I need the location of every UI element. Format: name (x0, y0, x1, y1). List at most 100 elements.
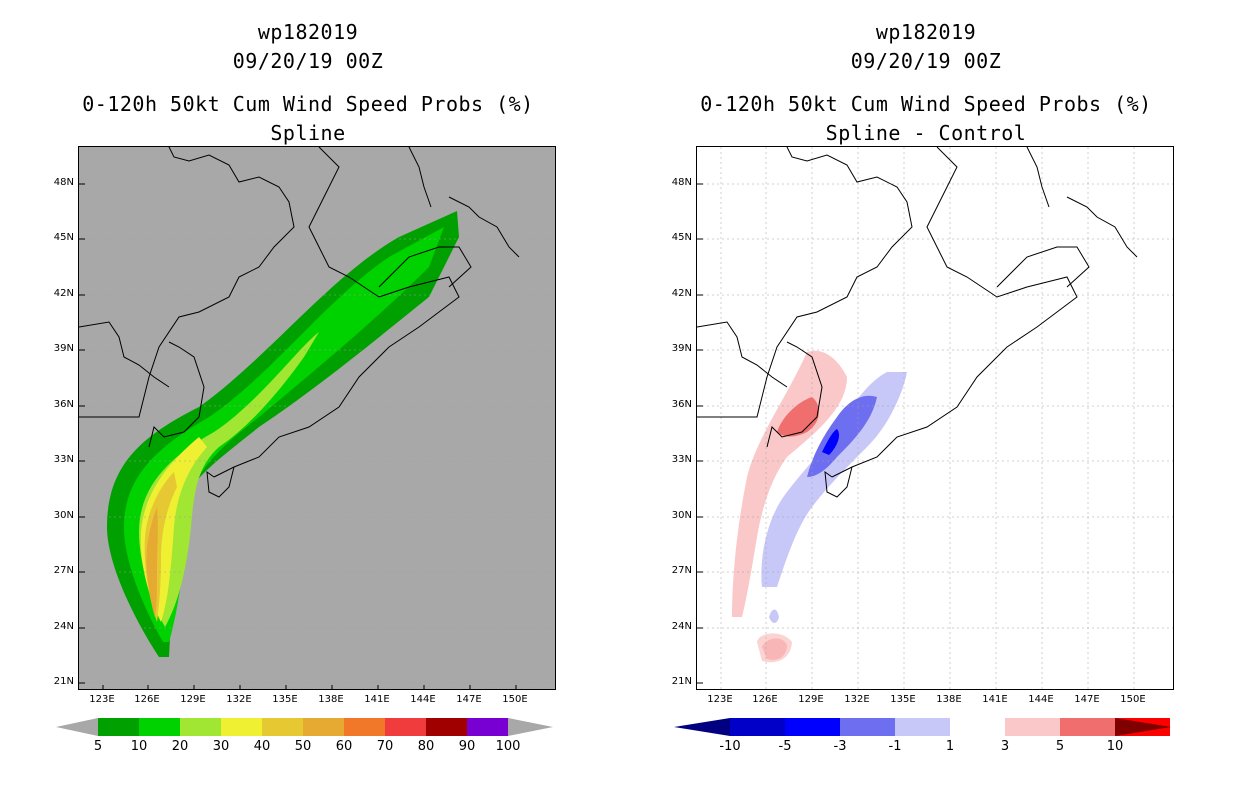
right-cb-label-1: 1 (945, 739, 955, 754)
right-colorbar-box-3 (895, 718, 950, 736)
left-cb-label-50: 50 (294, 739, 312, 754)
left-coastlines (79, 147, 520, 498)
left-cb-label-90: 90 (458, 739, 476, 754)
left-lat-45N: 45N (53, 232, 74, 243)
right-colorbar (674, 718, 1171, 736)
right-cb-label-m5: -5 (778, 739, 792, 754)
left-colorbar-box-0 (98, 718, 139, 736)
right-lon-144E: 144E (1028, 694, 1054, 705)
left-map-panel (78, 146, 556, 690)
left-map-svg (79, 147, 555, 689)
right-colorbar-box-6 (1060, 718, 1115, 736)
left-lon-144E: 144E (410, 694, 436, 705)
right-lat-45N: 45N (671, 232, 692, 243)
right-lon-147E: 147E (1074, 694, 1100, 705)
left-colorbar-box-1 (139, 718, 180, 736)
left-lat-42N: 42N (53, 288, 74, 299)
right-lat-24N: 24N (671, 621, 692, 632)
left-colorbar-box-9 (467, 718, 508, 736)
right-colorbar-box-0 (730, 718, 785, 736)
left-ticks (79, 183, 517, 689)
left-colorbar-box-3 (221, 718, 262, 736)
left-cb-label-10: 10 (130, 739, 148, 754)
diff-pos-south-outer (757, 633, 792, 663)
left-lat-36N: 36N (53, 399, 74, 410)
right-lon-126E: 126E (752, 694, 778, 705)
left-colorbar-box-5 (303, 718, 344, 736)
left-colorbar-box-7 (385, 718, 426, 736)
right-storm-id: wp182019 (875, 20, 977, 44)
right-map-panel (696, 146, 1174, 690)
right-lon-129E: 129E (798, 694, 824, 705)
left-datetime: 09/20/19 00Z (232, 49, 384, 73)
left-lon-135E: 135E (272, 694, 298, 705)
diff-neg-1-to-3 (761, 372, 907, 587)
left-lon-138E: 138E (318, 694, 344, 705)
right-product-title: 0-120h 50kt Cum Wind Speed Probs (%) (700, 92, 1152, 116)
right-cb-label-m3: -3 (833, 739, 847, 754)
left-cb-label-5: 5 (93, 739, 103, 754)
left-storm-id: wp182019 (257, 20, 359, 44)
left-lon-123E: 123E (89, 694, 115, 705)
right-subtitle: Spline - Control (825, 121, 1027, 145)
right-lat-36N: 36N (671, 399, 692, 410)
right-gridlines (697, 147, 1173, 689)
left-lat-48N: 48N (53, 177, 74, 188)
diff-pos-1-to-3 (732, 350, 847, 617)
left-lat-27N: 27N (53, 565, 74, 576)
left-cb-label-30: 30 (212, 739, 230, 754)
left-lon-147E: 147E (456, 694, 482, 705)
left-cb-label-40: 40 (253, 739, 271, 754)
diff-pos-3-to-5 (777, 397, 819, 437)
right-lat-27N: 27N (671, 565, 692, 576)
prob-band-5 (107, 211, 459, 657)
right-coastlines (697, 147, 1138, 498)
left-colorbar-box-8 (426, 718, 467, 736)
right-lon-135E: 135E (890, 694, 916, 705)
right-datetime: 09/20/19 00Z (850, 49, 1002, 73)
right-lat-42N: 42N (671, 288, 692, 299)
right-ticks (697, 183, 703, 684)
left-lon-132E: 132E (226, 694, 252, 705)
left-cb-label-70: 70 (376, 739, 394, 754)
right-lat-33N: 33N (671, 454, 692, 465)
right-cb-label-5: 5 (1055, 739, 1065, 754)
left-lat-21N: 21N (53, 676, 74, 687)
left-subtitle: Spline (270, 121, 346, 145)
left-colorbar-box-2 (180, 718, 221, 736)
prob-band-20 (139, 332, 319, 627)
left-cb-label-60: 60 (335, 739, 353, 754)
left-colorbar-box-4 (262, 718, 303, 736)
right-colorbar-box-2 (840, 718, 895, 736)
right-colorbar-under (674, 718, 730, 736)
left-colorbar-under (56, 718, 98, 736)
left-lon-150E: 150E (502, 694, 528, 705)
right-cb-label-m10: -10 (719, 739, 741, 754)
diff-neg-3-to-5 (807, 395, 877, 477)
right-colorbar-box-4 (950, 718, 1005, 736)
left-cb-label-100: 100 (495, 739, 521, 754)
left-lon-141E: 141E (364, 694, 390, 705)
left-lat-33N: 33N (53, 454, 74, 465)
left-lat-30N: 30N (53, 510, 74, 521)
right-colorbar-box-5 (1005, 718, 1060, 736)
left-lon-129E: 129E (180, 694, 206, 705)
left-colorbar (56, 718, 553, 736)
right-cb-label-m1: -1 (888, 739, 902, 754)
right-lat-39N: 39N (671, 343, 692, 354)
prob-band-50 (146, 507, 158, 617)
left-lat-24N: 24N (53, 621, 74, 632)
left-colorbar-over (508, 718, 553, 736)
right-lon-150E: 150E (1120, 694, 1146, 705)
right-cb-label-3: 3 (1000, 739, 1010, 754)
right-colorbar-over (1115, 718, 1171, 736)
left-cb-label-80: 80 (417, 739, 435, 754)
right-lat-48N: 48N (671, 177, 692, 188)
right-map-svg (697, 147, 1173, 689)
right-colorbar-box-1 (785, 718, 840, 736)
right-lat-21N: 21N (671, 676, 692, 687)
right-lon-138E: 138E (936, 694, 962, 705)
right-lat-30N: 30N (671, 510, 692, 521)
right-lon-123E: 123E (707, 694, 733, 705)
left-colorbar-box-6 (344, 718, 385, 736)
